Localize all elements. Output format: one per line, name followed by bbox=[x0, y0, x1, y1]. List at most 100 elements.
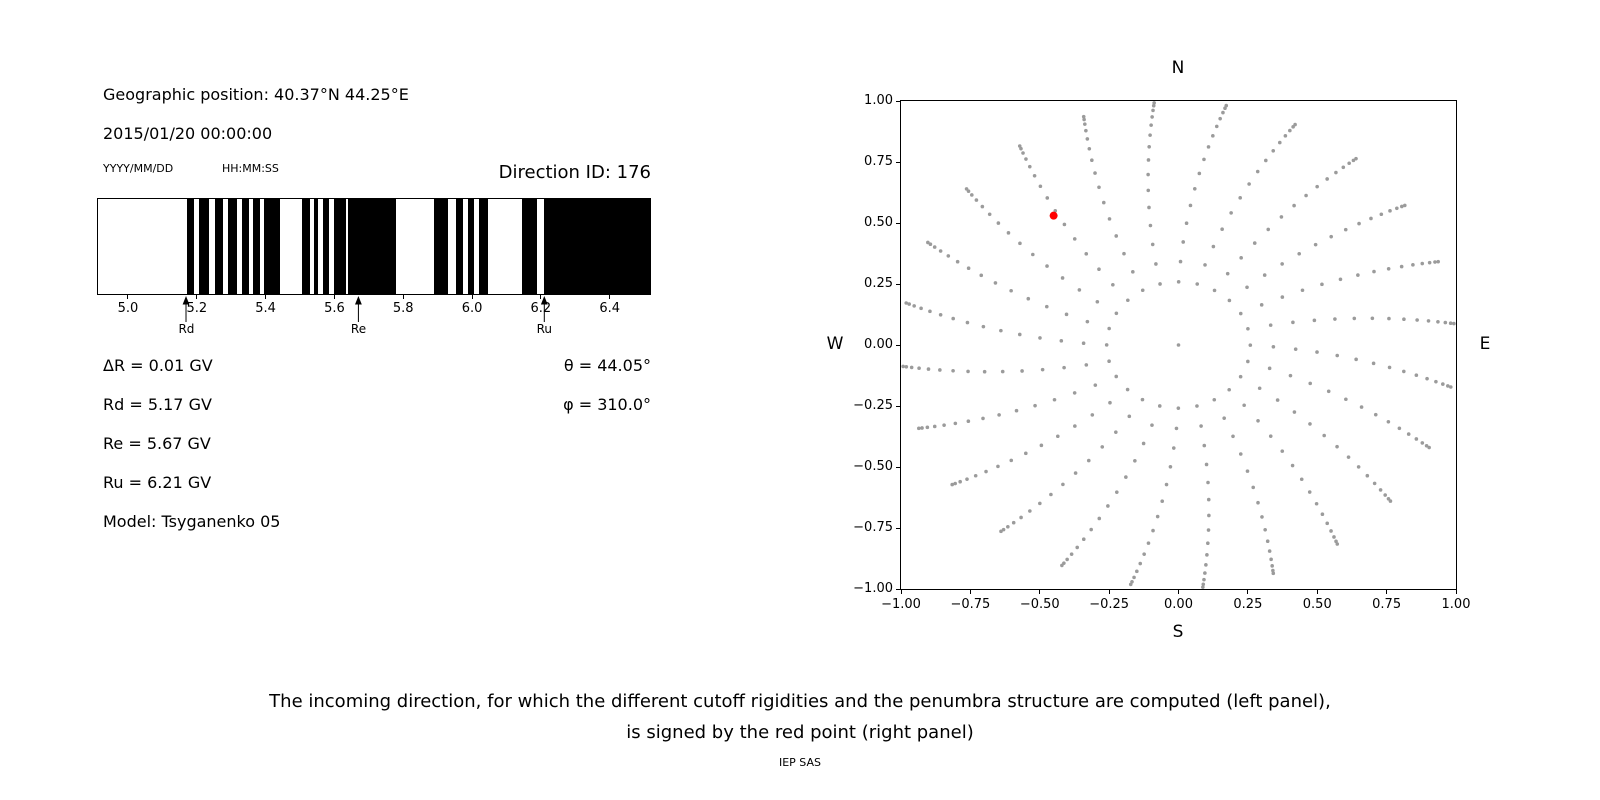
grid-point bbox=[1206, 528, 1211, 532]
grid-point bbox=[1176, 343, 1181, 347]
rigidity-marker-rd: Rd bbox=[178, 296, 194, 336]
grid-point bbox=[1320, 282, 1324, 287]
grid-point bbox=[1211, 244, 1216, 249]
grid-point bbox=[1087, 146, 1092, 151]
grid-point bbox=[1212, 288, 1217, 293]
grid-point bbox=[1326, 389, 1331, 394]
grid-point bbox=[996, 464, 1000, 469]
grid-point bbox=[1090, 158, 1094, 163]
grid-point bbox=[1387, 365, 1392, 370]
x-tick-mark bbox=[402, 295, 404, 299]
grid-point bbox=[1425, 376, 1429, 381]
grid-point bbox=[1271, 149, 1276, 153]
grid-point bbox=[1335, 353, 1340, 358]
direction-scatter-plot: −1.00 −1.00 −0.75 −0.75 −0.50 −0.50 −0.25 −0.25… bbox=[853, 93, 1470, 612]
grid-point bbox=[1181, 240, 1186, 244]
grid-point bbox=[1370, 316, 1375, 321]
grid-point bbox=[1059, 339, 1064, 343]
grid-point bbox=[1028, 509, 1032, 513]
rigidity-marker-re: Re bbox=[351, 296, 366, 336]
grid-point bbox=[917, 426, 921, 431]
grid-point bbox=[1114, 430, 1118, 434]
grid-point bbox=[1414, 373, 1419, 377]
penumbra-band bbox=[199, 199, 210, 294]
figure-caption: The incoming direction, for which the di… bbox=[0, 686, 1600, 748]
grid-point bbox=[1246, 326, 1250, 331]
grid-point bbox=[1369, 216, 1373, 221]
x-tick-mark bbox=[1455, 590, 1457, 594]
grid-point bbox=[1297, 251, 1301, 256]
grid-point bbox=[1383, 493, 1387, 497]
x-tick-label: 0.00 bbox=[1164, 597, 1193, 612]
y-tick-label: −0.25 bbox=[853, 398, 893, 413]
grid-point bbox=[1299, 477, 1304, 482]
direction-id: Direction ID: 176 bbox=[498, 162, 651, 183]
grid-point bbox=[1195, 282, 1200, 286]
grid-point bbox=[1131, 270, 1135, 274]
x-tick-label: 0.25 bbox=[1233, 597, 1263, 612]
x-tick-label: 6.4 bbox=[599, 301, 621, 316]
grid-point bbox=[1247, 182, 1251, 186]
grid-point bbox=[1314, 501, 1319, 506]
grid-point bbox=[1225, 271, 1230, 276]
x-tick-mark bbox=[900, 590, 902, 594]
grid-point bbox=[1312, 318, 1317, 323]
x-tick-mark bbox=[127, 295, 129, 299]
grid-point bbox=[1227, 298, 1232, 303]
penumbra-markers: Rd Re Ru bbox=[97, 296, 651, 348]
grid-point bbox=[1027, 164, 1032, 169]
grid-point bbox=[1279, 215, 1284, 219]
grid-point bbox=[1084, 128, 1088, 133]
grid-point bbox=[1077, 288, 1082, 292]
grid-point bbox=[1151, 528, 1155, 533]
grid-point bbox=[1009, 288, 1013, 293]
grid-point bbox=[1334, 170, 1338, 175]
grid-point bbox=[1271, 344, 1276, 349]
grid-point bbox=[1325, 177, 1329, 181]
grid-point bbox=[1146, 541, 1151, 545]
grid-point bbox=[966, 419, 971, 424]
grid-point bbox=[1238, 311, 1243, 316]
penumbra-band bbox=[302, 199, 310, 294]
grid-point bbox=[1093, 171, 1097, 175]
grid-point bbox=[1424, 443, 1429, 448]
up-arrow-icon bbox=[183, 296, 190, 322]
grid-point bbox=[981, 324, 986, 329]
grid-point bbox=[1151, 103, 1156, 108]
grid-point bbox=[1248, 343, 1253, 347]
y-tick-label: −0.75 bbox=[853, 520, 893, 535]
grid-point bbox=[1108, 400, 1112, 405]
grid-point bbox=[942, 423, 946, 427]
grid-point bbox=[904, 364, 909, 369]
grid-point bbox=[1006, 231, 1011, 235]
grid-point bbox=[1174, 426, 1179, 431]
grid-point bbox=[1231, 434, 1235, 439]
grid-point bbox=[1280, 449, 1285, 453]
grid-point bbox=[1288, 373, 1293, 378]
re-value: Re = 5.67 GV bbox=[103, 434, 211, 453]
grid-point bbox=[1427, 260, 1432, 265]
grid-point bbox=[1315, 184, 1319, 189]
grid-point bbox=[1020, 369, 1024, 373]
grid-point bbox=[938, 313, 943, 317]
x-tick-mark bbox=[969, 590, 971, 594]
grid-point bbox=[1178, 259, 1183, 264]
grid-point bbox=[1045, 264, 1049, 268]
grid-point bbox=[1073, 471, 1078, 475]
grid-point bbox=[1011, 520, 1016, 525]
grid-point bbox=[1399, 264, 1404, 269]
grid-point bbox=[1031, 252, 1035, 257]
y-tick-mark bbox=[896, 405, 900, 407]
grid-point bbox=[1268, 323, 1273, 327]
grid-point bbox=[1354, 156, 1358, 161]
y-tick-mark bbox=[896, 161, 900, 163]
grid-point bbox=[1288, 128, 1292, 133]
grid-point bbox=[938, 368, 942, 372]
grid-point bbox=[1114, 374, 1119, 379]
grid-point bbox=[951, 368, 955, 373]
grid-point bbox=[1434, 379, 1438, 384]
x-tick-mark bbox=[1178, 590, 1179, 594]
x-tick-label: 6.0 bbox=[461, 301, 483, 316]
compass-south-label: S bbox=[1172, 622, 1184, 642]
grid-point bbox=[1395, 206, 1399, 211]
